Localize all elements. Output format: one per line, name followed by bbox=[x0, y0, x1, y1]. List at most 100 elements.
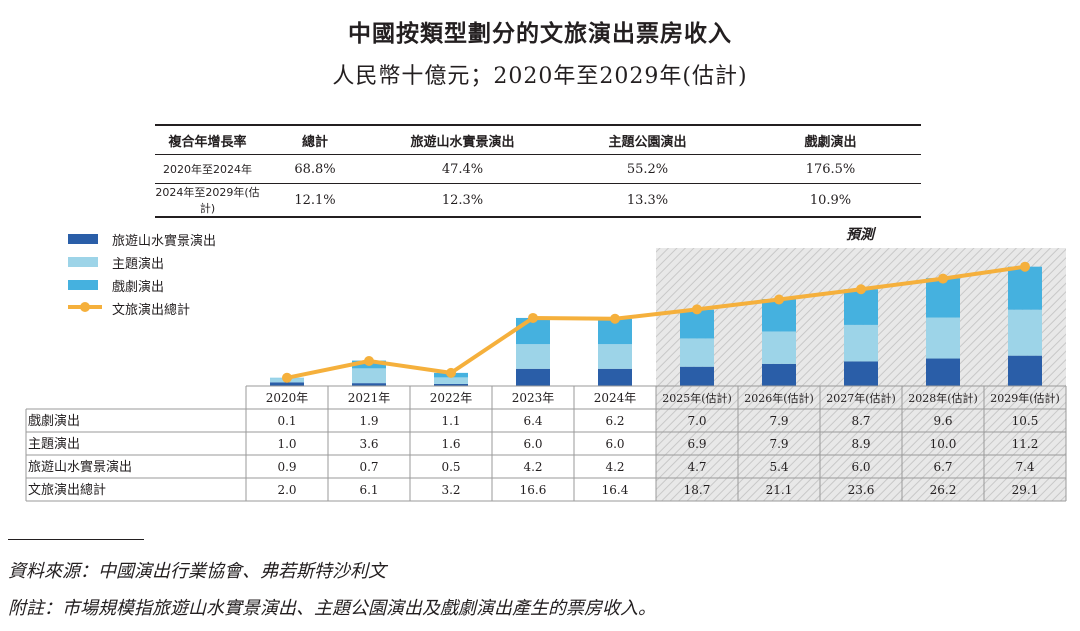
cagr-header-cagr: 複合年增長率 bbox=[155, 124, 260, 155]
forecast-label: 預測 bbox=[846, 227, 874, 243]
table-value: 8.9 bbox=[851, 437, 870, 451]
bar-landscape bbox=[516, 368, 550, 386]
table-value: 16.4 bbox=[602, 483, 629, 497]
chart-title: 中國按類型劃分的文旅演出票房收入 bbox=[348, 21, 732, 47]
cagr-table: 複合年增長率 總計 旅遊山水實景演出 主題公園演出 戲劇演出 2020年至202… bbox=[155, 124, 921, 218]
table-value: 11.2 bbox=[1012, 437, 1039, 451]
cagr-row: 2024年至2029年(估計) 12.1% 12.3% 13.3% 10.9% bbox=[155, 183, 921, 218]
table-value: 3.2 bbox=[441, 483, 460, 497]
bar-drama bbox=[1008, 266, 1042, 310]
cagr-header-row: 複合年增長率 總計 旅遊山水實景演出 主題公園演出 戲劇演出 bbox=[155, 124, 921, 155]
cagr-row: 2020年至2024年 68.8% 47.4% 55.2% 176.5% bbox=[155, 154, 921, 184]
cagr-period: 2024年至2029年(估計) bbox=[155, 183, 260, 218]
bar-theme bbox=[844, 324, 878, 362]
chart-subtitle: 人民幣十億元；2020年至2029年(估計) bbox=[332, 64, 748, 89]
table-value: 10.0 bbox=[930, 437, 957, 451]
bar-landscape bbox=[352, 383, 386, 386]
table-value: 8.7 bbox=[851, 414, 870, 428]
total-point bbox=[364, 355, 374, 366]
table-value: 0.9 bbox=[277, 460, 296, 474]
table-value: 2.0 bbox=[277, 483, 296, 497]
category-label: 2027年(估計) bbox=[826, 391, 896, 405]
table-value: 4.2 bbox=[605, 460, 624, 474]
cagr-value: 10.9% bbox=[740, 183, 921, 218]
category-label: 2021年 bbox=[348, 391, 391, 405]
bar-theme bbox=[516, 344, 550, 369]
source-divider bbox=[8, 539, 144, 540]
table-value: 6.2 bbox=[605, 414, 624, 428]
table-value: 5.4 bbox=[769, 460, 788, 474]
category-label: 2026年(估計) bbox=[744, 391, 814, 405]
cagr-value: 12.3% bbox=[370, 183, 555, 218]
total-point bbox=[692, 304, 702, 315]
bar-landscape bbox=[926, 358, 960, 386]
legend-label: 戲劇演出 bbox=[112, 280, 165, 295]
bar-landscape bbox=[434, 383, 468, 386]
cagr-header-total: 總計 bbox=[260, 124, 370, 155]
table-value: 6.0 bbox=[605, 437, 624, 451]
cagr-header-landscape: 旅遊山水實景演出 bbox=[370, 124, 555, 155]
table-value: 1.6 bbox=[441, 437, 460, 451]
table-value: 6.0 bbox=[523, 437, 542, 451]
table-value: 7.9 bbox=[769, 437, 788, 451]
table-value: 10.5 bbox=[1012, 414, 1039, 428]
bar-landscape bbox=[1008, 355, 1042, 386]
bar-theme bbox=[1008, 309, 1042, 356]
table-value: 6.7 bbox=[933, 460, 952, 474]
total-point bbox=[938, 273, 948, 284]
table-value: 6.0 bbox=[851, 460, 870, 474]
category-label: 2022年 bbox=[430, 391, 473, 405]
total-point bbox=[528, 312, 538, 323]
table-value: 6.4 bbox=[523, 414, 542, 428]
table-value: 7.4 bbox=[1015, 460, 1034, 474]
cagr-header-drama: 戲劇演出 bbox=[740, 124, 921, 155]
total-point bbox=[446, 367, 456, 378]
table-value: 16.6 bbox=[520, 483, 547, 497]
table-value: 9.6 bbox=[933, 414, 952, 428]
bar-theme bbox=[434, 377, 468, 384]
table-value: 0.7 bbox=[359, 460, 378, 474]
bar-theme bbox=[352, 368, 386, 384]
table-value: 4.2 bbox=[523, 460, 542, 474]
table-row-label: 戲劇演出 bbox=[28, 413, 80, 429]
source-note: 資料來源：中國演出行業協會、弗若斯特沙利文 bbox=[8, 561, 386, 582]
bar-drama bbox=[680, 309, 714, 339]
table-row-label: 旅遊山水實景演出 bbox=[28, 459, 132, 475]
bar-drama bbox=[926, 278, 960, 318]
table-value: 6.1 bbox=[359, 483, 378, 497]
table-row-label: 文旅演出總計 bbox=[28, 482, 106, 498]
cagr-value: 68.8% bbox=[260, 154, 370, 184]
bar-drama bbox=[844, 289, 878, 325]
table-value: 0.1 bbox=[277, 414, 296, 428]
table-value: 4.7 bbox=[687, 460, 706, 474]
category-label: 2020年 bbox=[266, 391, 309, 405]
legend-swatch-drama bbox=[68, 280, 98, 290]
total-point bbox=[774, 294, 784, 305]
table-value: 7.9 bbox=[769, 414, 788, 428]
category-label: 2023年 bbox=[512, 391, 555, 405]
cagr-period: 2020年至2024年 bbox=[155, 154, 260, 184]
remark-note: 附註：市場規模指旅遊山水實景演出、主題公園演出及戲劇演出產生的票房收入。 bbox=[8, 598, 656, 619]
total-line bbox=[286, 264, 1026, 380]
bar-landscape bbox=[762, 363, 796, 386]
legend-label: 文旅演出總計 bbox=[112, 303, 191, 318]
chart-area: 2020年 2021年 2022年 2023年 2024年 2025年(估計) 2026年(… bbox=[25, 248, 1067, 502]
total-point bbox=[610, 313, 620, 324]
legend-label: 主題演出 bbox=[112, 257, 165, 272]
table-value: 7.0 bbox=[687, 414, 706, 428]
bar-theme bbox=[680, 338, 714, 367]
total-point bbox=[856, 284, 866, 295]
cagr-header-theme: 主題公園演出 bbox=[555, 124, 740, 155]
cagr-value: 55.2% bbox=[555, 154, 740, 184]
table-row-label: 主題演出 bbox=[28, 436, 80, 452]
category-label: 2024年 bbox=[594, 391, 637, 405]
legend-swatch-theme bbox=[68, 257, 98, 267]
bar-landscape bbox=[598, 368, 632, 386]
bar-landscape bbox=[680, 366, 714, 386]
table-value: 1.0 bbox=[277, 437, 296, 451]
table-value: 29.1 bbox=[1012, 483, 1039, 497]
bar-landscape bbox=[844, 361, 878, 386]
category-label: 2025年(估計) bbox=[662, 391, 732, 405]
cagr-value: 176.5% bbox=[740, 154, 921, 184]
table-value: 3.6 bbox=[359, 437, 378, 451]
